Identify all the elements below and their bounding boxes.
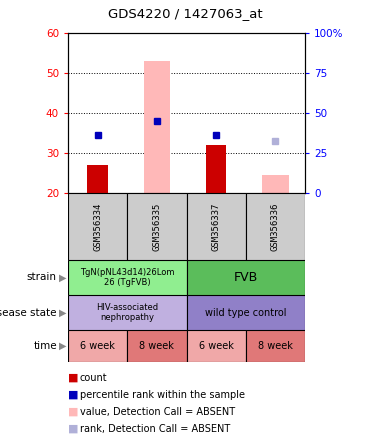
Bar xyxy=(127,193,186,260)
Text: FVB: FVB xyxy=(233,271,258,284)
Text: 6 week: 6 week xyxy=(199,341,233,351)
Text: 6 week: 6 week xyxy=(80,341,115,351)
Text: GSM356336: GSM356336 xyxy=(271,202,280,251)
Text: 8 week: 8 week xyxy=(139,341,174,351)
Bar xyxy=(206,145,226,193)
Text: HIV-associated
nephropathy: HIV-associated nephropathy xyxy=(96,303,158,322)
Text: TgN(pNL43d14)26Lom
26 (TgFVB): TgN(pNL43d14)26Lom 26 (TgFVB) xyxy=(80,268,175,287)
Bar xyxy=(87,165,108,193)
Bar xyxy=(127,330,186,362)
Text: ▶: ▶ xyxy=(59,308,66,317)
Text: GSM356337: GSM356337 xyxy=(212,202,221,251)
Text: strain: strain xyxy=(27,273,57,282)
Bar xyxy=(68,330,127,362)
Bar xyxy=(262,175,289,193)
Bar xyxy=(186,330,246,362)
Text: GSM356335: GSM356335 xyxy=(152,202,161,251)
Text: GSM356334: GSM356334 xyxy=(93,202,102,251)
Text: disease state: disease state xyxy=(0,308,57,317)
Text: rank, Detection Call = ABSENT: rank, Detection Call = ABSENT xyxy=(80,424,230,434)
Text: time: time xyxy=(33,341,57,351)
Text: value, Detection Call = ABSENT: value, Detection Call = ABSENT xyxy=(80,407,235,417)
Text: wild type control: wild type control xyxy=(205,308,286,317)
Bar xyxy=(186,193,246,260)
Text: count: count xyxy=(80,373,108,383)
Text: 8 week: 8 week xyxy=(258,341,293,351)
Text: ■: ■ xyxy=(68,407,78,417)
Bar xyxy=(246,193,305,260)
Text: ■: ■ xyxy=(68,390,78,400)
Text: ■: ■ xyxy=(68,373,78,383)
Text: ▶: ▶ xyxy=(59,273,66,282)
Bar xyxy=(246,330,305,362)
Bar xyxy=(68,193,127,260)
Text: GDS4220 / 1427063_at: GDS4220 / 1427063_at xyxy=(108,8,262,20)
Text: ■: ■ xyxy=(68,424,78,434)
Bar xyxy=(186,260,305,295)
Bar xyxy=(68,295,186,330)
Text: percentile rank within the sample: percentile rank within the sample xyxy=(80,390,245,400)
Bar xyxy=(68,260,186,295)
Text: ▶: ▶ xyxy=(59,341,66,351)
Bar xyxy=(186,295,305,330)
Bar xyxy=(144,61,170,193)
